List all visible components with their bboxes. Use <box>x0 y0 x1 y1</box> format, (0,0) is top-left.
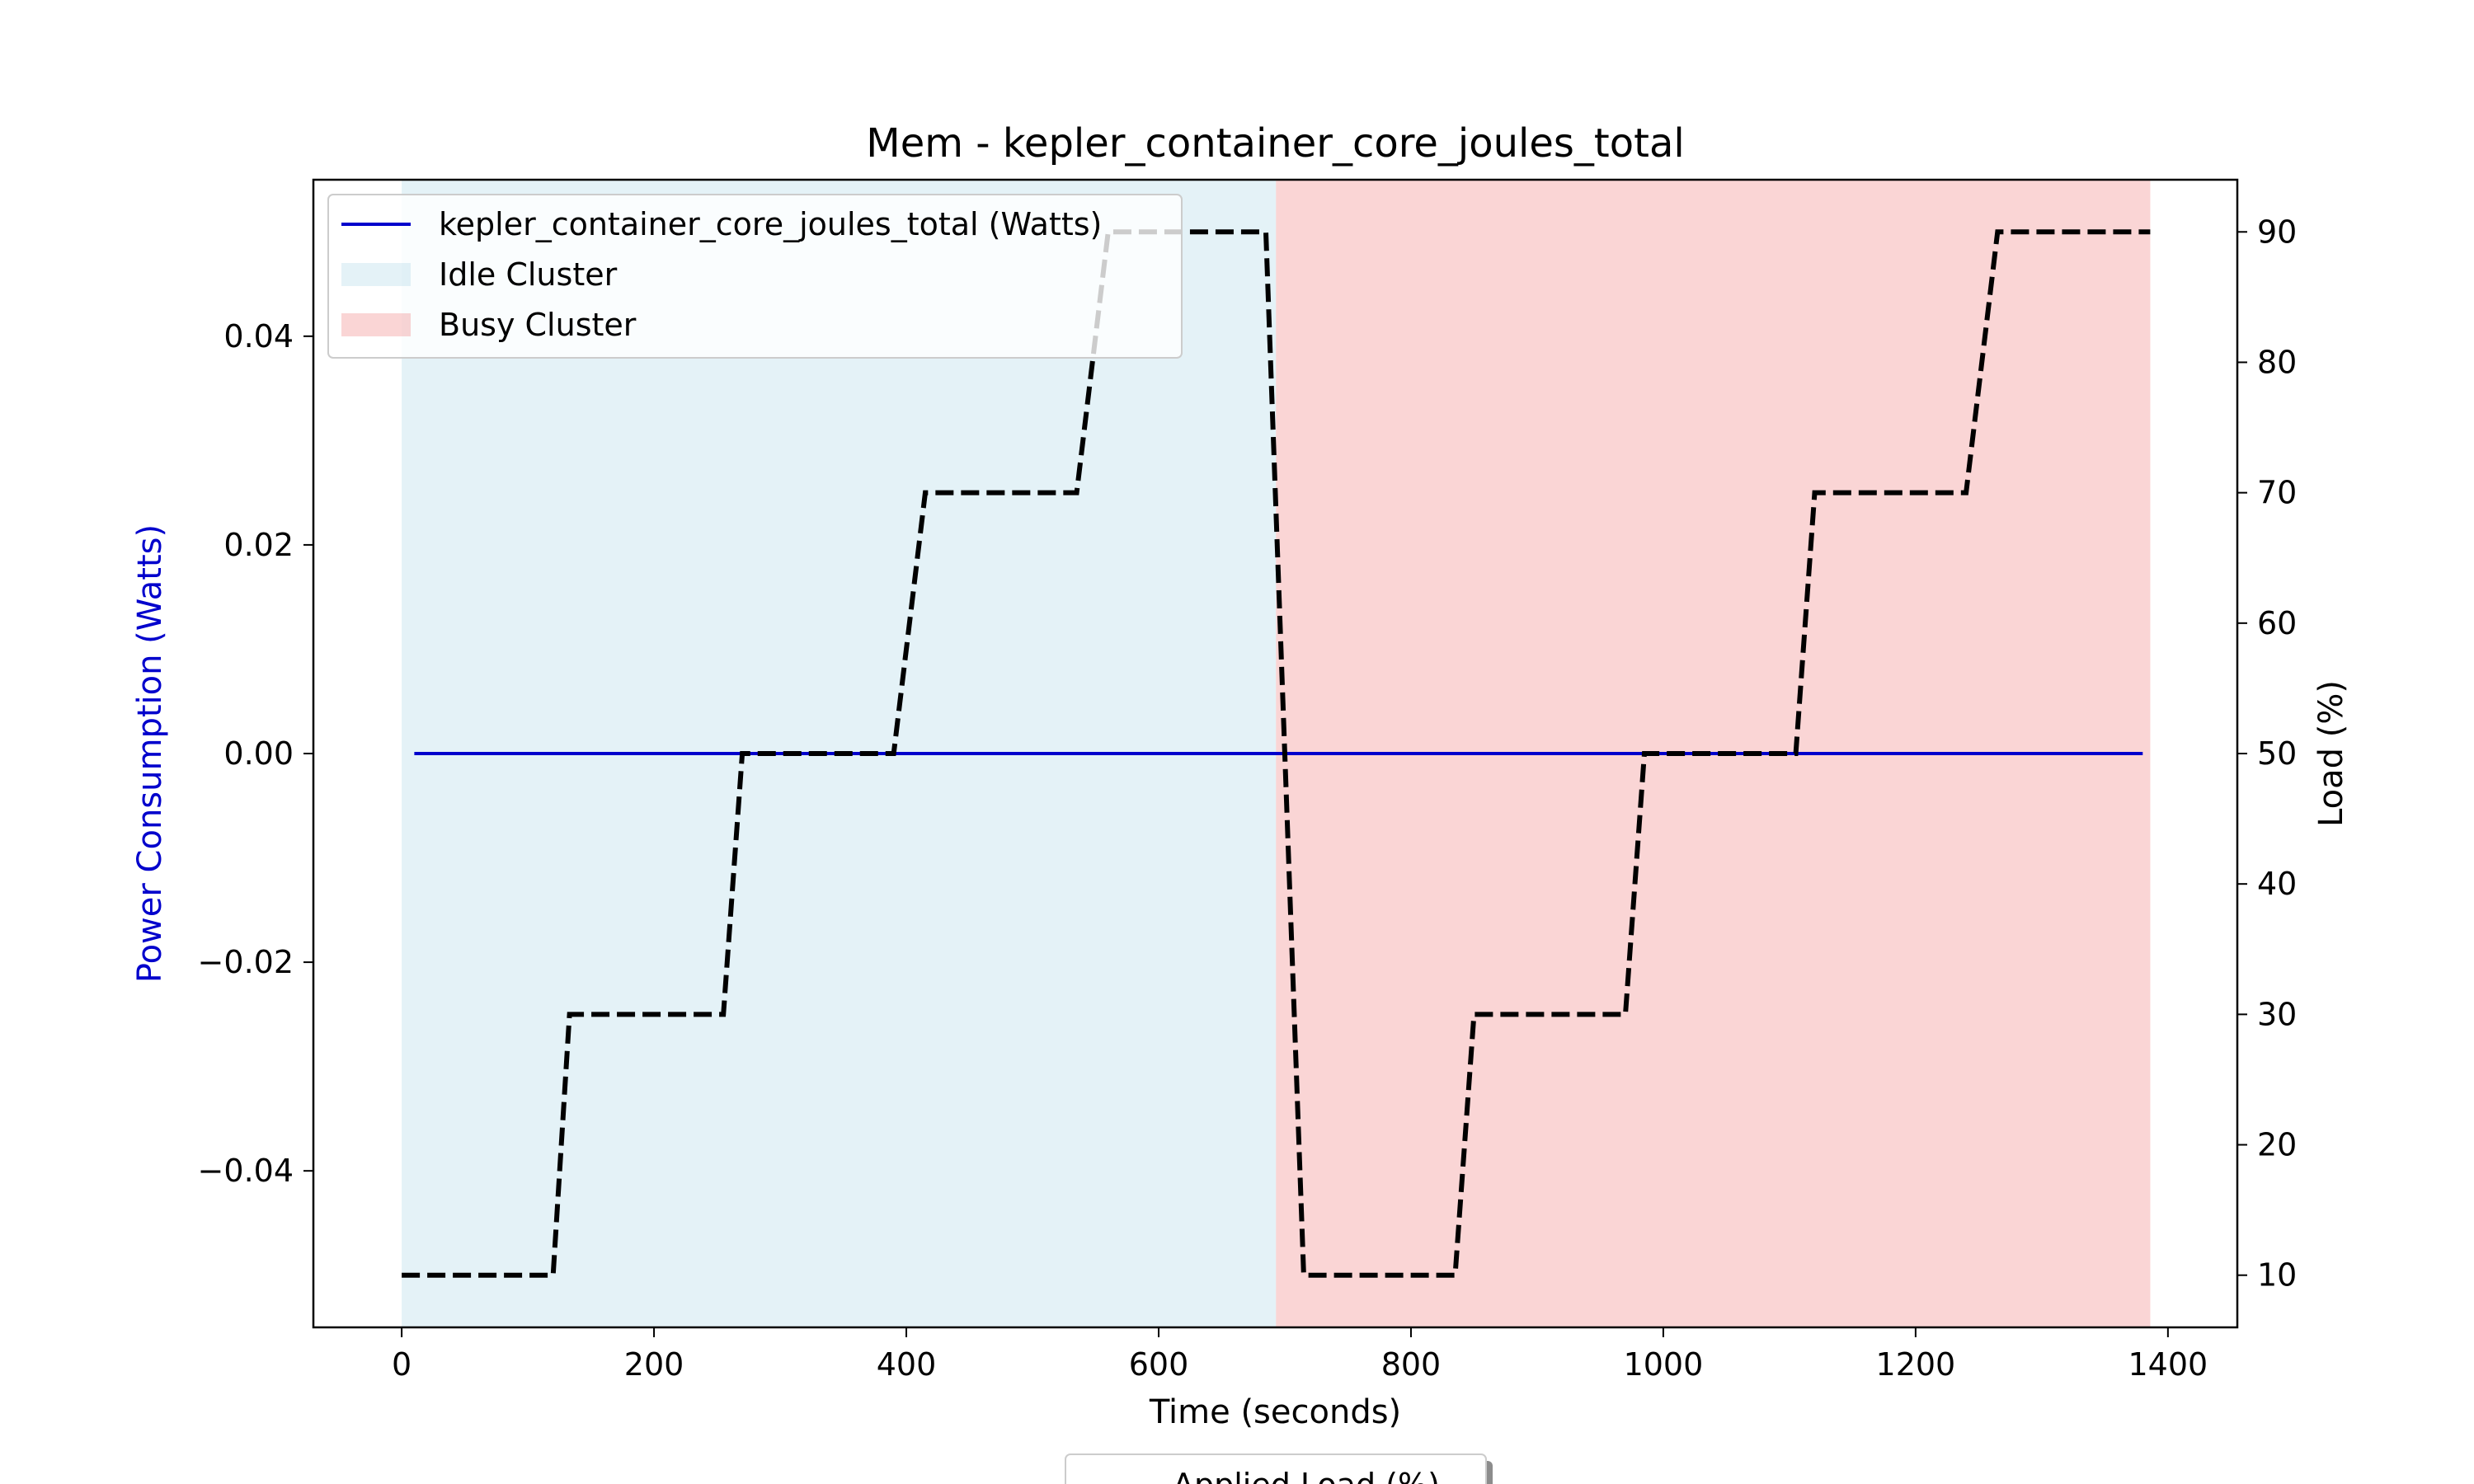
right-y-tick-label: 80 <box>2257 344 2297 380</box>
applied-load-line <box>402 229 2151 1278</box>
left-y-axis-label: Power Consumption (Watts) <box>131 524 169 983</box>
x-axis-label: Time (seconds) <box>1149 1393 1401 1431</box>
left-y-tick-label: 0.04 <box>223 318 294 355</box>
x-tick-label: 600 <box>1129 1346 1189 1383</box>
x-tick-label: 1200 <box>1876 1346 1956 1383</box>
legend-secondary: Applied Load (%) <box>1065 1453 1493 1484</box>
x-tick-label: 200 <box>624 1346 684 1383</box>
x-tick-label: 400 <box>877 1346 937 1383</box>
series-layer <box>402 229 2151 1278</box>
x-tick-label: 800 <box>1381 1346 1442 1383</box>
left-y-tick-label: 0.02 <box>223 527 294 563</box>
right-y-tick-label: 90 <box>2257 214 2297 250</box>
x-axis: 0 200 400 600 800 1000 1200 1400 <box>392 1327 2208 1383</box>
chart-title: Mem - kepler_container_core_joules_total <box>866 120 1684 167</box>
right-y-tick-label: 20 <box>2257 1127 2297 1163</box>
x-tick-label: 1000 <box>1624 1346 1704 1383</box>
legend-main: kepler_container_core_joules_total (Watt… <box>327 194 1183 359</box>
right-y-tick-label: 10 <box>2257 1257 2297 1294</box>
legend-idle-cluster-swatch <box>341 263 411 286</box>
left-y-axis: −0.04 −0.02 0.00 0.02 0.04 <box>198 318 313 1189</box>
x-tick-label: 0 <box>392 1346 412 1383</box>
left-y-tick-label: 0.00 <box>223 735 294 772</box>
left-y-tick-label: −0.04 <box>198 1153 294 1189</box>
legend-busy-cluster-swatch <box>341 313 411 336</box>
legend-entry-label: Busy Cluster <box>439 307 637 343</box>
x-tick-label: 1400 <box>2128 1346 2208 1383</box>
legend-box <box>327 194 1183 359</box>
right-y-tick-label: 60 <box>2257 605 2297 641</box>
legend-entry-label: kepler_container_core_joules_total (Watt… <box>439 206 1102 242</box>
right-y-tick-label: 50 <box>2257 735 2297 772</box>
right-y-tick-label: 70 <box>2257 475 2297 511</box>
right-y-tick-label: 30 <box>2257 996 2297 1032</box>
right-y-axis: 10 20 30 40 50 60 70 80 90 <box>2237 214 2297 1294</box>
right-y-axis-label: Load (%) <box>2312 680 2350 827</box>
legend-entry-label: Idle Cluster <box>439 256 618 293</box>
legend-applied-load-label: Applied Load (%) <box>1173 1467 1440 1484</box>
left-y-tick-label: −0.02 <box>198 944 294 980</box>
legend-secondary-box <box>1065 1453 1487 1484</box>
right-y-tick-label: 40 <box>2257 866 2297 902</box>
